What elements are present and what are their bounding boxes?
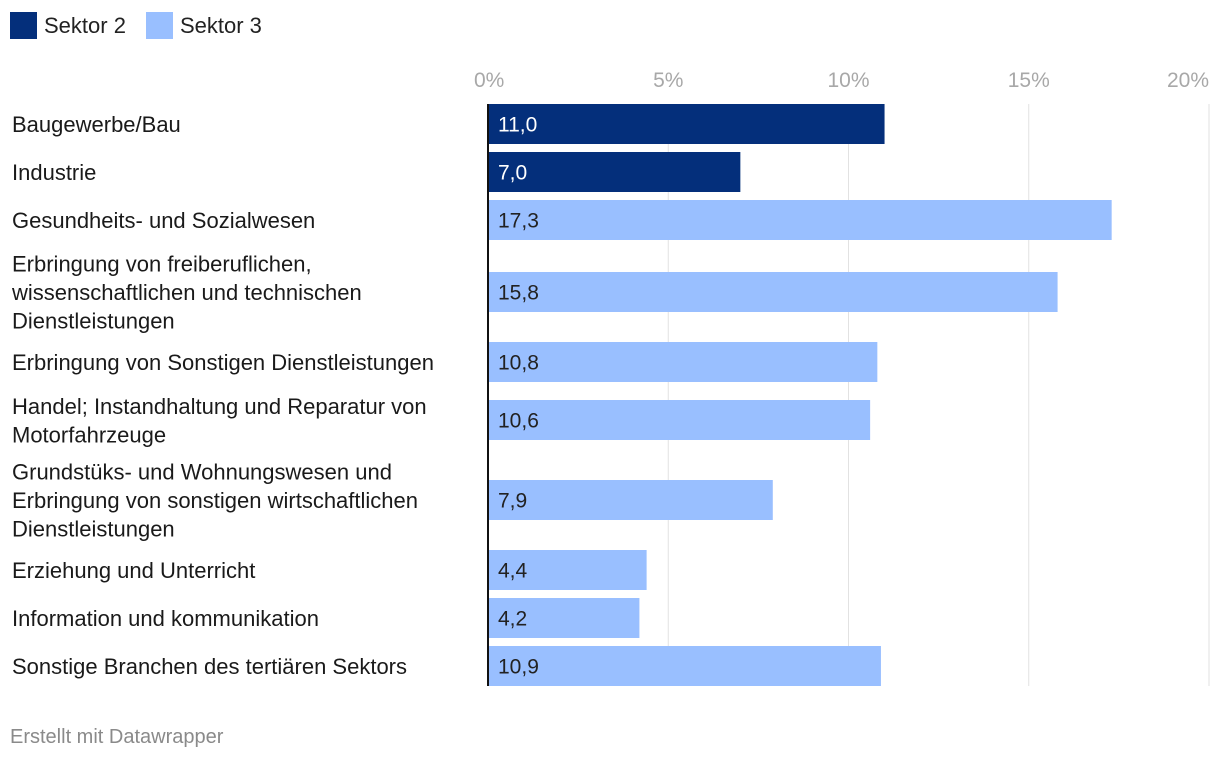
footer-credit: Erstellt mit Datawrapper [10, 726, 224, 748]
category-label: Erziehung und Unterricht [12, 558, 255, 583]
category-label: Erbringung von freiberuflichen, [12, 252, 312, 277]
bar-value-label: 10,6 [498, 410, 539, 433]
bar-value-label: 7,0 [498, 162, 527, 185]
x-tick-label: 0% [474, 69, 504, 92]
bar [488, 152, 741, 192]
x-tick-label: 10% [827, 69, 869, 92]
legend-swatch-sektor-3 [145, 12, 173, 39]
bar-value-label: 17,3 [498, 210, 539, 233]
legend-swatch-sektor-2 [10, 12, 37, 39]
category-label: Dienstleistungen [12, 517, 175, 542]
bar [488, 342, 878, 382]
bar-value-label: 7,9 [498, 490, 527, 513]
bar-value-label: 10,9 [498, 656, 539, 679]
legend-item-sektor-2: Sektor 2 [10, 12, 126, 39]
bar-value-label: 4,2 [498, 608, 527, 631]
x-tick-label: 5% [653, 69, 683, 92]
category-label: Handel; Instandhaltung und Reparatur von [12, 394, 427, 419]
bar [488, 200, 1112, 240]
category-label: Sonstige Branchen des tertiären Sektors [12, 654, 407, 679]
category-label: Motorfahrzeuge [12, 422, 166, 447]
bar [488, 550, 647, 590]
category-label: Grundstüks- und Wohnungswesen und [12, 460, 392, 485]
bar-value-label: 11,0 [498, 114, 537, 137]
bar [488, 480, 773, 520]
legend-item-sektor-3: Sektor 3 [145, 12, 262, 39]
category-label: Gesundheits- und Sozialwesen [12, 208, 315, 233]
x-tick-label: 20% [1167, 69, 1209, 92]
bar-value-label: 10,8 [498, 352, 539, 375]
bar [488, 272, 1058, 312]
category-label: wissenschaftlichen und technischen [11, 280, 362, 305]
bar-value-label: 15,8 [498, 282, 539, 305]
category-label: Erbringung von Sonstigen Dienstleistunge… [12, 350, 434, 375]
x-tick-label: 15% [1008, 69, 1050, 92]
bar [488, 104, 885, 144]
bar [488, 646, 881, 686]
legend: Sektor 2 Sektor 3 [10, 12, 282, 39]
bar-value-label: 4,4 [498, 560, 528, 583]
category-label: Industrie [12, 160, 96, 185]
category-label: Dienstleistungen [12, 309, 175, 334]
legend-label-sektor-3: Sektor 3 [179, 12, 262, 38]
bar [488, 598, 640, 638]
category-label: Information und kommunikation [12, 606, 319, 631]
bar [488, 400, 871, 440]
legend-label-sektor-2: Sektor 2 [44, 12, 126, 38]
category-label: Baugewerbe/Bau [12, 112, 181, 137]
category-label: Erbringung von sonstigen wirtschaftliche… [12, 488, 418, 513]
